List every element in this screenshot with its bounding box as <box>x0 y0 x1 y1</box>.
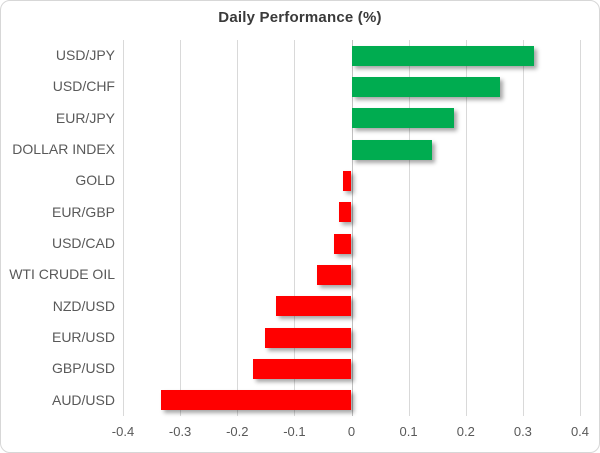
category-label-usd-chf: USD/CHF <box>52 78 115 95</box>
category-label-usd-cad: USD/CAD <box>51 235 115 251</box>
bar-eur-usd <box>264 327 352 348</box>
bar-gold <box>342 171 352 191</box>
category-label-usd-jpy: USD/JPY <box>55 47 115 63</box>
bar-usd-cad <box>333 233 352 254</box>
bar-eur-jpy <box>351 108 455 129</box>
x-tick-label: -0.3 <box>168 424 192 439</box>
gridline <box>123 40 124 416</box>
bar-eur-gbp <box>338 202 352 223</box>
gridline <box>408 40 410 416</box>
x-tick-label: -0.1 <box>283 424 306 439</box>
category-label-eur-jpy: EUR/JPY <box>55 109 115 126</box>
x-tick-label: 0.1 <box>399 424 418 439</box>
category-label-eur-usd: EUR/USD <box>51 329 115 345</box>
bar-nzd-usd <box>276 296 352 317</box>
category-label-gold: GOLD <box>75 172 115 189</box>
category-axis: USD/JPY USD/CHF EUR/JPY DOLLAR INDEX GOLD EUR… <box>1 40 115 416</box>
category-label-aud-usd: AUD/USD <box>51 391 115 408</box>
gridline <box>465 40 467 416</box>
bar-wti-crude-oil <box>316 265 352 285</box>
bar-dollar-index <box>351 139 432 160</box>
x-tick-label: 0.3 <box>513 424 532 439</box>
gridline <box>580 40 581 416</box>
category-label-nzd-usd: NZD/USD <box>52 297 115 314</box>
value-axis: -0.4 -0.3 -0.2 -0.1 0 0.1 0.2 0.3 0.4 <box>112 424 589 442</box>
x-tick-label: -0.4 <box>111 424 135 439</box>
category-label-eur-gbp: EUR/GBP <box>51 203 115 220</box>
bar-usd-chf <box>351 77 500 97</box>
x-tick-label: 0.2 <box>456 424 475 439</box>
gridline <box>237 40 239 416</box>
category-label-dollar-index: DOLLAR INDEX <box>12 141 115 157</box>
gridline <box>294 40 296 416</box>
category-label-wti-crude-oil: WTI CRUDE OIL <box>9 266 115 283</box>
bar-gbp-usd <box>253 359 352 379</box>
zero-axis-line <box>351 40 353 416</box>
gridline <box>180 40 182 416</box>
bar-aud-usd <box>161 390 352 411</box>
chart-title: Daily Performance (%) <box>218 9 382 26</box>
bar-usd-jpy <box>351 45 535 66</box>
category-label-gbp-usd: GBP/USD <box>51 360 115 377</box>
gridline <box>522 40 524 416</box>
x-tick-label: -0.2 <box>226 424 249 439</box>
x-tick-label: 0.4 <box>570 424 590 439</box>
plot-area <box>123 40 581 416</box>
x-tick-label: 0 <box>347 424 356 439</box>
